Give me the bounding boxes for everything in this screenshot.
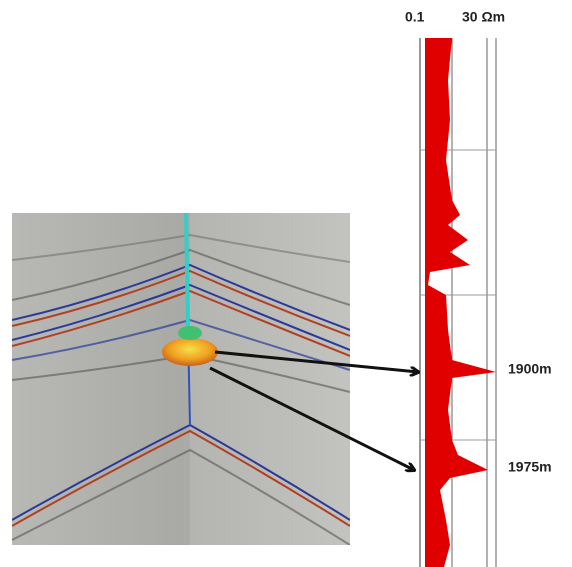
figure: 0.1 30 Ωm 1900m 1975m [0,0,572,567]
depth-label: 1900m [508,361,552,377]
scale-max-label: 30 Ωm [462,9,505,25]
depth-label: 1975m [508,459,552,475]
scale-min-label: 0.1 [405,9,425,25]
seismic-image [12,213,350,545]
resistivity-log [420,38,496,567]
